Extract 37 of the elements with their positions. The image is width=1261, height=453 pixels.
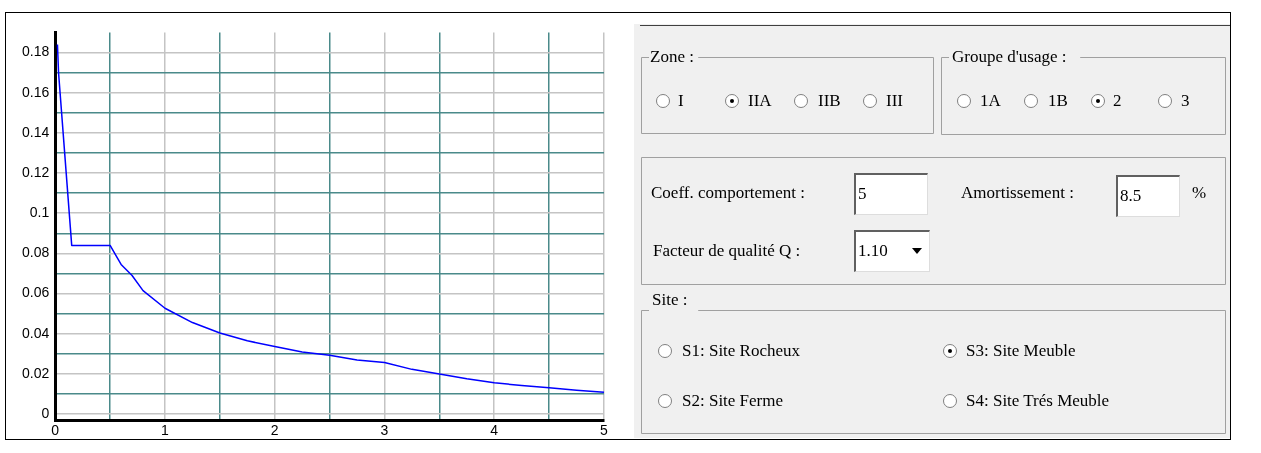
text: Zone : <box>650 47 694 67</box>
y-tick-label: 0.06 <box>22 284 50 301</box>
text: Groupe d'usage : <box>952 47 1067 67</box>
text: 3 <box>1181 91 1190 111</box>
text-field: 5 <box>854 173 928 215</box>
y-tick-label: 0.12 <box>22 163 50 180</box>
y-tick-label: 0 <box>41 405 50 422</box>
text: IIA <box>748 91 772 111</box>
text: S3: Site Meuble <box>966 341 1076 361</box>
x-tick-label: 5 <box>600 422 609 439</box>
text: 1A <box>980 91 1001 111</box>
text: I <box>678 91 684 111</box>
y-tick-label: 0.02 <box>22 364 50 381</box>
x-tick-label: 2 <box>270 422 279 439</box>
text: Facteur de qualité Q : <box>653 241 801 261</box>
text: S4: Site Trés Meuble <box>966 391 1110 411</box>
text: 1B <box>1048 91 1068 111</box>
dropdown-field: 1.10 <box>854 230 930 272</box>
x-tick-label: 3 <box>380 422 389 439</box>
text: S1: Site Rocheux <box>682 341 801 361</box>
text: IIB <box>818 91 841 111</box>
text-field: 8.5 <box>1116 175 1180 217</box>
y-tick-label: 0.1 <box>29 204 50 221</box>
y-tick-label: 0.08 <box>22 244 50 261</box>
y-tick-label: 0.16 <box>22 83 50 100</box>
text: 2 <box>1113 91 1122 111</box>
text: S2: Site Ferme <box>682 391 784 411</box>
text: III <box>886 91 903 111</box>
y-tick-label: 0.04 <box>22 324 50 341</box>
text: % <box>1192 183 1207 203</box>
x-tick-label: 1 <box>161 422 170 439</box>
text: Site : <box>652 290 688 310</box>
y-tick-label: 0.18 <box>22 43 50 60</box>
y-tick-label: 0.14 <box>22 123 50 140</box>
text: Amortissement : <box>961 183 1074 203</box>
text: Coeff. comportement : <box>651 183 806 203</box>
x-tick-label: 4 <box>490 422 499 439</box>
